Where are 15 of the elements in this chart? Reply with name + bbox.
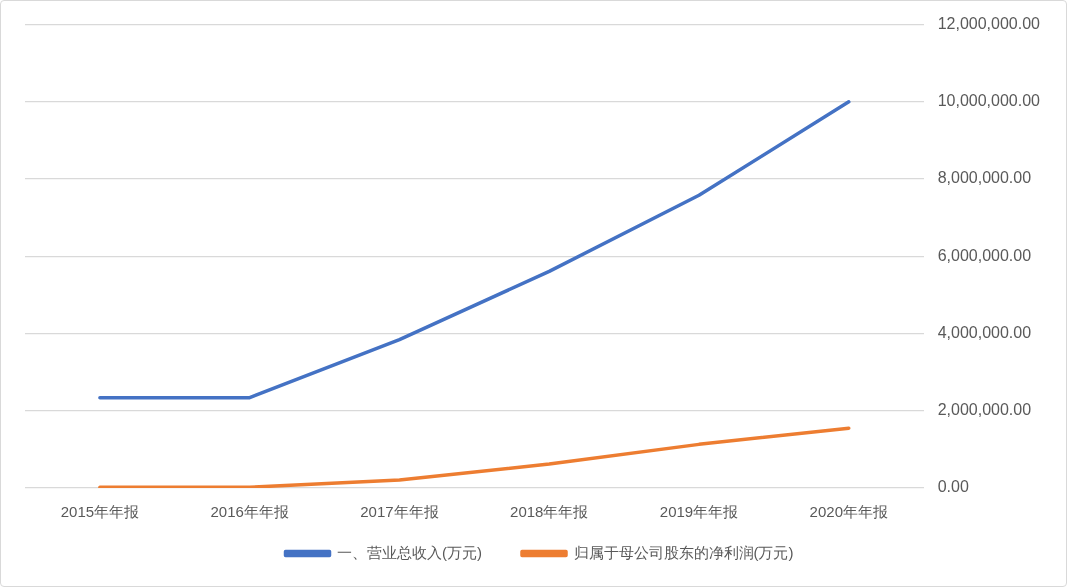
legend-label: 一、营业总收入(万元): [337, 543, 483, 561]
y-tick-label: 2,000,000.00: [937, 401, 1032, 419]
y-tick-label: 4,000,000.00: [937, 323, 1032, 341]
x-tick-label: 2019年年报: [659, 503, 739, 521]
x-tick-label: 2015年年报: [60, 503, 140, 521]
y-tick-label: 8,000,000.00: [937, 169, 1032, 187]
x-tick-label: 2018年年报: [510, 503, 589, 521]
x-tick-label: 2016年年报: [210, 503, 289, 521]
y-tick-label: 6,000,000.00: [937, 246, 1032, 264]
legend-label: 归属于母公司股东的净利润(万元): [573, 543, 794, 561]
y-tick-label: 0.00: [937, 478, 969, 496]
y-tick-label: 12,000,000.00: [937, 15, 1041, 33]
x-tick-label: 2017年年报: [360, 503, 439, 521]
x-tick-label: 2020年年报: [809, 503, 888, 521]
y-tick-label: 10,000,000.00: [937, 92, 1041, 110]
